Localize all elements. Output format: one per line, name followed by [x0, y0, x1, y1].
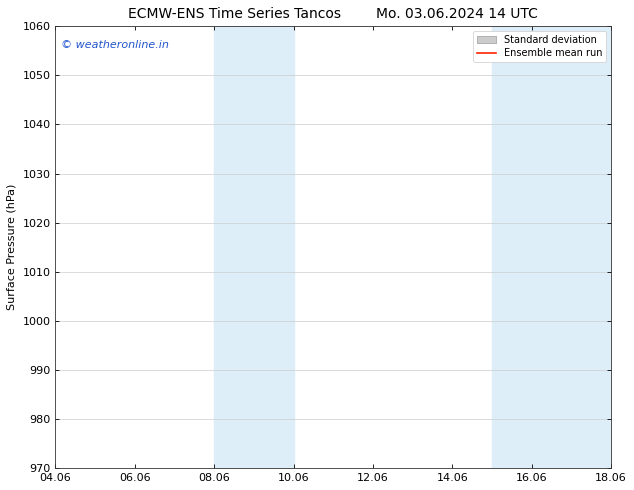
Title: ECMW-ENS Time Series Tancos        Mo. 03.06.2024 14 UTC: ECMW-ENS Time Series Tancos Mo. 03.06.20… [129, 7, 538, 21]
Bar [492, 26, 611, 468]
Text: © weatheronline.in: © weatheronline.in [61, 40, 169, 49]
Y-axis label: Surface Pressure (hPa): Surface Pressure (hPa) [7, 184, 17, 311]
Legend: Standard deviation, Ensemble mean run: Standard deviation, Ensemble mean run [473, 31, 606, 62]
Bar [214, 26, 294, 468]
